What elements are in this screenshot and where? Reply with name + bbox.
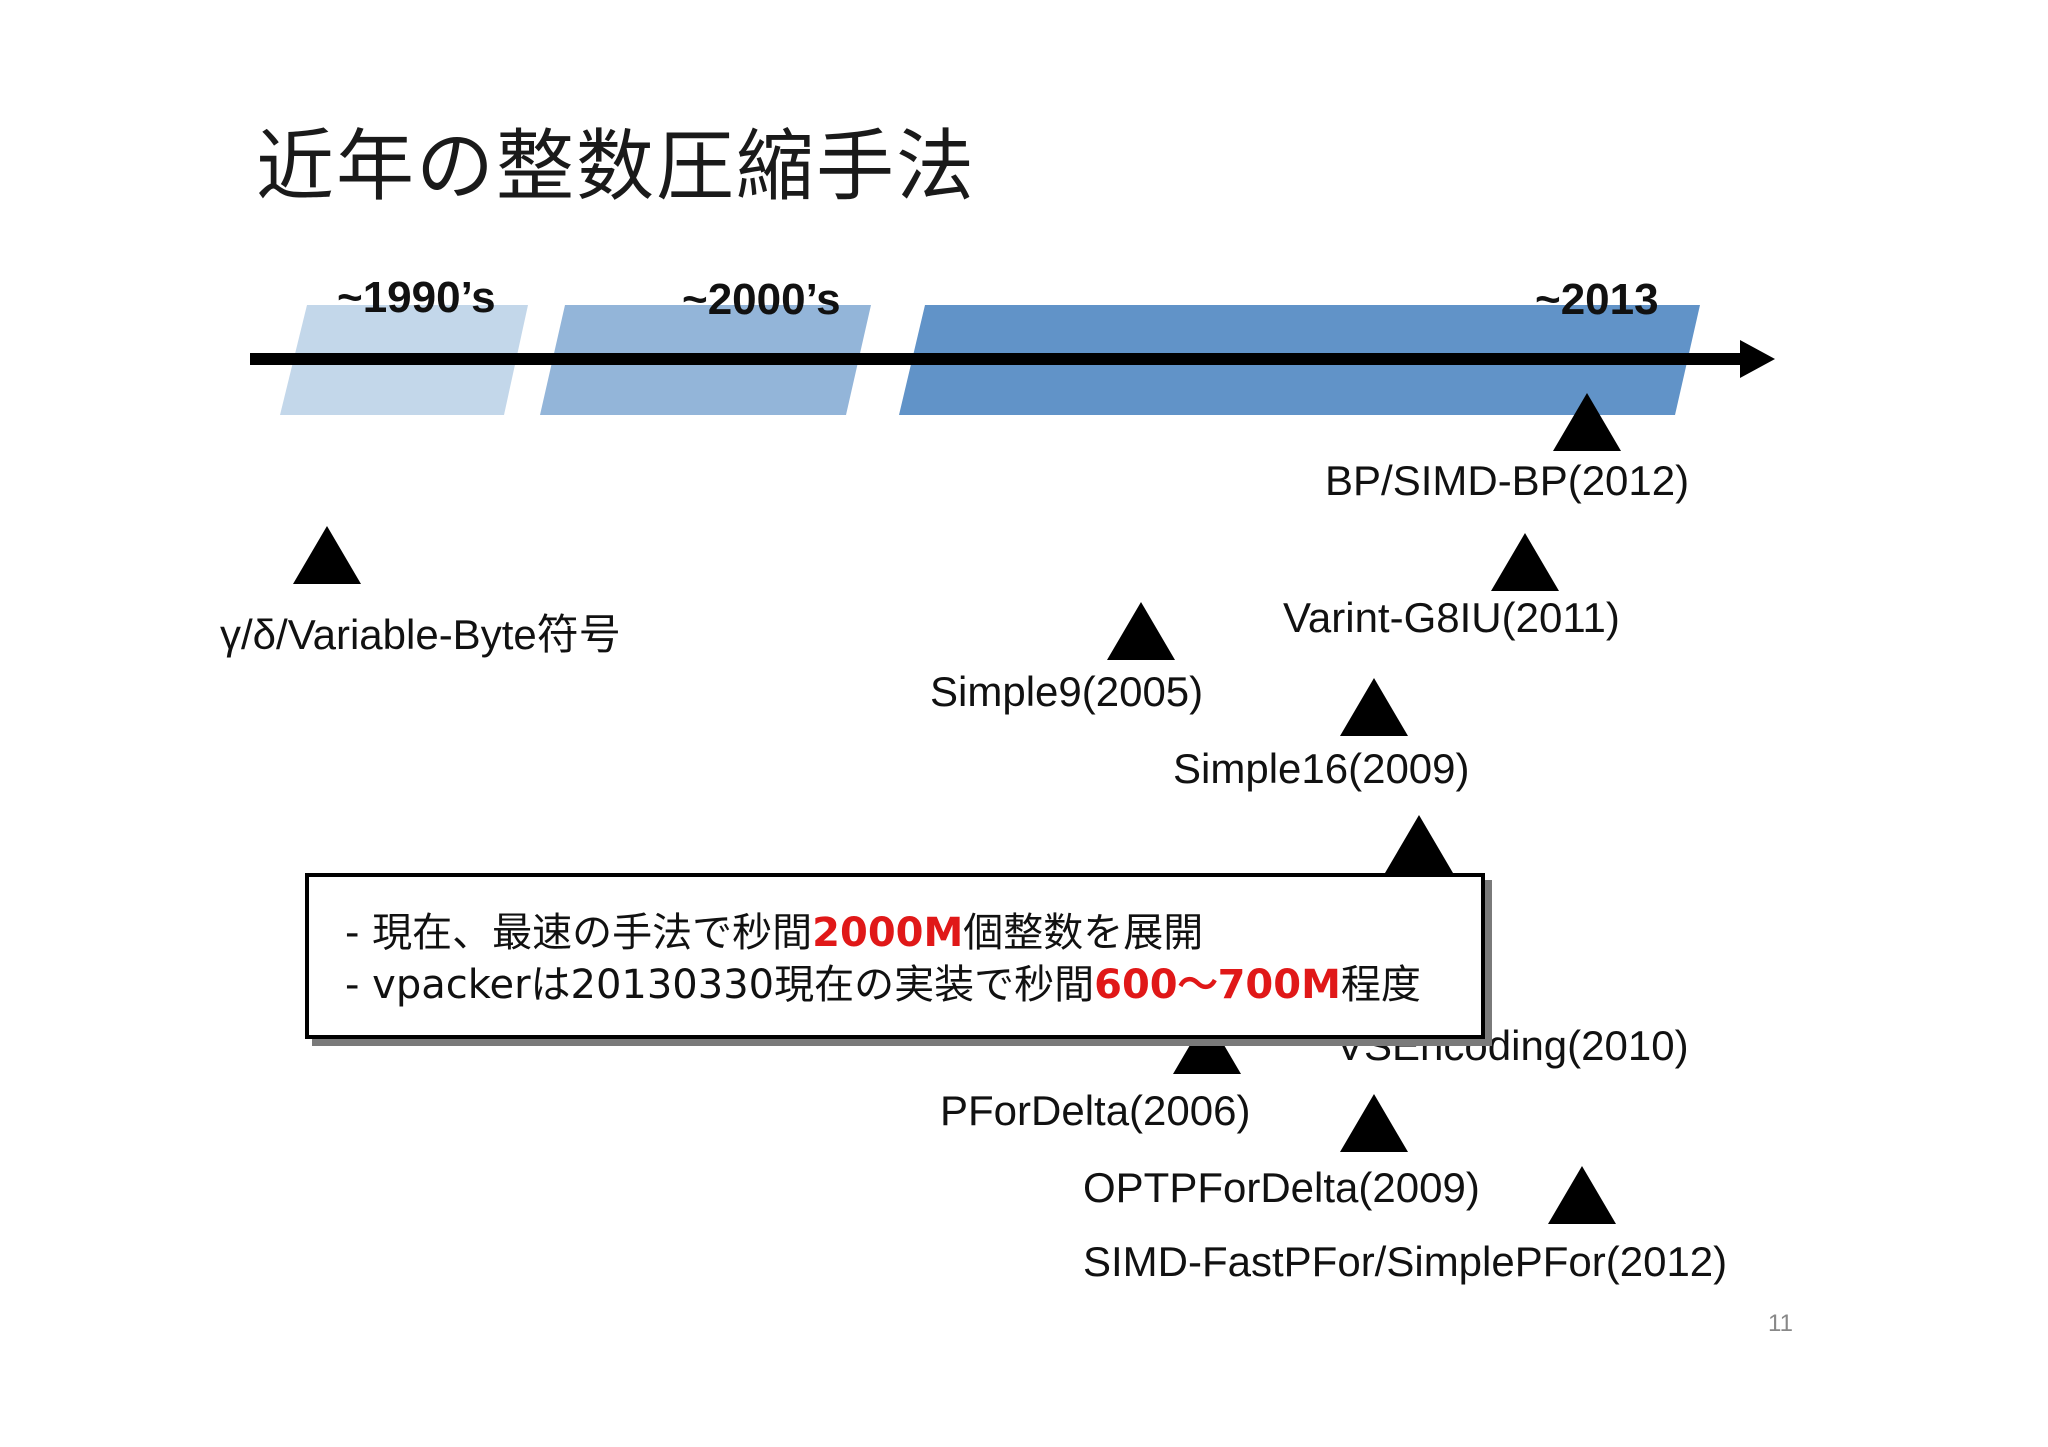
method-label: OPTPForDelta(2009) xyxy=(1083,1164,1480,1211)
era-label-2000s: ~2000’s xyxy=(682,275,841,324)
note-line-1: - 現在、最速の手法で秒間2000M個整数を展開 xyxy=(345,913,1203,953)
timeline-arrow-shaft xyxy=(250,353,1750,365)
note-line-1-prefix: - 現在、最速の手法で秒間 xyxy=(345,910,813,956)
timeline-arrowhead xyxy=(1740,340,1775,378)
method-label: Simple16(2009) xyxy=(1173,745,1470,792)
page-number: 11 xyxy=(1768,1310,1793,1337)
note-line-1-suffix: 個整数を展開 xyxy=(963,910,1204,956)
marker-triangle xyxy=(1548,1166,1616,1224)
note-box: - 現在、最速の手法で秒間2000M個整数を展開 - vpackerは20130… xyxy=(305,873,1485,1039)
marker-triangle xyxy=(1553,393,1621,451)
era-label-2013: ~2013 xyxy=(1535,275,1659,324)
era-label-1990s: ~1990’s xyxy=(337,273,496,322)
slide-title: 近年の整数圧縮手法 xyxy=(256,122,977,212)
method-label: Varint-G8IU(2011) xyxy=(1283,594,1620,641)
marker-triangle xyxy=(1107,602,1175,660)
method-label: BP/SIMD-BP(2012) xyxy=(1325,457,1690,504)
marker-triangle xyxy=(1491,533,1559,591)
marker-triangle xyxy=(1340,1094,1408,1152)
marker-triangle xyxy=(1340,678,1408,736)
note-line-2-prefix: - vpackerは20130330現在の実装で秒間 xyxy=(345,962,1095,1008)
note-line-2-highlight: 600～700M xyxy=(1094,962,1341,1008)
method-label: Simple9(2005) xyxy=(930,668,1204,715)
method-label: SIMD-FastPFor/SimplePFor(2012) xyxy=(1083,1238,1728,1285)
note-line-1-highlight: 2000M xyxy=(812,910,964,956)
marker-triangle xyxy=(293,526,361,584)
note-line-2: - vpackerは20130330現在の実装で秒間600～700M程度 xyxy=(345,965,1421,1005)
method-label: PForDelta(2006) xyxy=(940,1087,1251,1134)
method-label: γ/δ/Variable-Byte符号 xyxy=(220,611,621,658)
note-line-2-suffix: 程度 xyxy=(1340,962,1421,1008)
marker-triangle xyxy=(1385,815,1453,873)
